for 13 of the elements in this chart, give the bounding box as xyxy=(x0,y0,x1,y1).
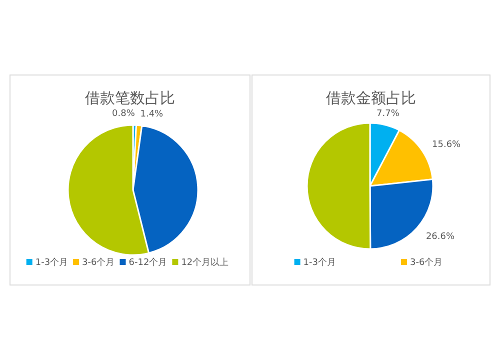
data-label: 0.8% xyxy=(112,109,136,120)
legend-label: 12个月以上 xyxy=(181,257,229,268)
chart-title: 借款金额占比 xyxy=(326,89,416,107)
legend-label: 1-3个月 xyxy=(303,257,336,268)
legend-label: 1-3个月 xyxy=(35,257,68,268)
legend-label: 3-6个月 xyxy=(410,257,443,268)
data-label: 7.7% xyxy=(376,109,400,120)
data-label: 26.6% xyxy=(426,232,455,242)
data-label: 15.6% xyxy=(432,140,462,150)
chart-title: 借款笔数占比 xyxy=(85,89,175,107)
legend-label: 3-6个月 xyxy=(82,257,115,268)
legend-label: 6-12个月 xyxy=(128,257,168,268)
data-label: 1.4% xyxy=(140,109,164,120)
